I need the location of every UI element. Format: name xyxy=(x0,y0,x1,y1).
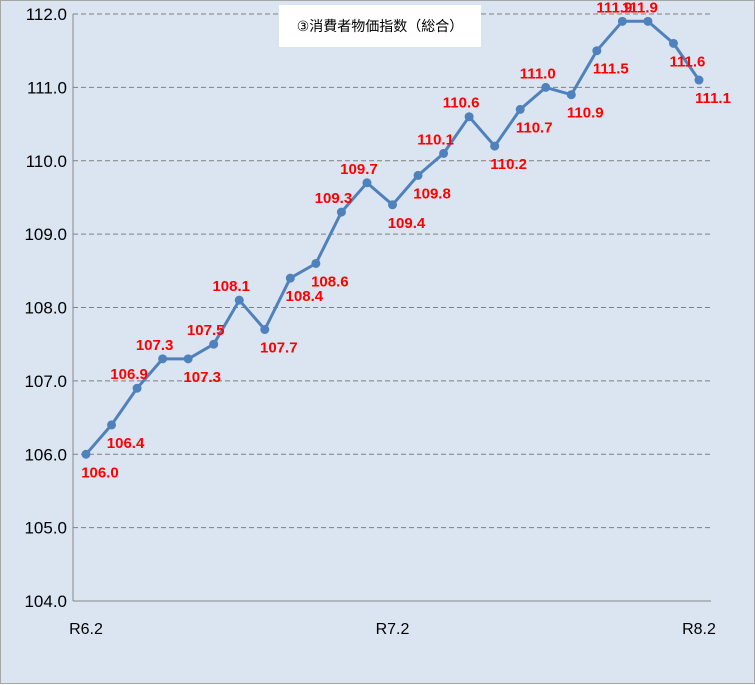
data-label: 109.4 xyxy=(388,215,426,232)
data-label: 110.1 xyxy=(417,131,454,148)
data-point xyxy=(643,16,653,26)
data-label: 110.9 xyxy=(567,105,604,122)
data-label: 111.5 xyxy=(593,61,629,78)
data-point xyxy=(183,354,193,364)
data-point xyxy=(694,75,704,85)
y-tick-label: 106.0 xyxy=(24,445,67,464)
data-point xyxy=(617,16,627,26)
y-tick-label: 111.0 xyxy=(27,78,67,97)
data-label: 110.6 xyxy=(443,95,480,112)
data-point xyxy=(541,82,551,92)
data-label: 106.9 xyxy=(110,366,148,383)
data-label: 107.7 xyxy=(260,340,298,357)
data-point xyxy=(336,207,346,217)
data-point xyxy=(107,420,117,430)
legend-label: ③消費者物価指数（総合） xyxy=(296,19,464,35)
data-point xyxy=(81,449,91,459)
data-point xyxy=(362,178,372,188)
data-label: 110.7 xyxy=(516,119,553,136)
x-tick-label: R6.2 xyxy=(69,621,103,638)
x-tick-label: R7.2 xyxy=(376,621,410,638)
data-point xyxy=(413,170,423,180)
data-point xyxy=(311,258,321,268)
data-point xyxy=(132,383,142,393)
x-tick-label: R8.2 xyxy=(682,621,716,638)
y-tick-label: 109.0 xyxy=(24,225,67,244)
data-label: 111.9 xyxy=(596,1,632,16)
data-point xyxy=(209,339,219,349)
data-label: 111.9 xyxy=(622,1,658,16)
data-point xyxy=(158,354,168,364)
y-tick-label: 105.0 xyxy=(24,519,67,538)
data-label: 106.0 xyxy=(81,464,119,481)
data-point xyxy=(592,46,602,56)
y-tick-label: 107.0 xyxy=(24,372,67,391)
data-label: 111.1 xyxy=(695,90,731,107)
data-label: 107.5 xyxy=(187,322,225,339)
y-tick-label: 110.0 xyxy=(26,152,67,171)
data-label: 109.8 xyxy=(413,185,451,202)
data-point xyxy=(566,90,576,100)
data-point xyxy=(439,148,449,158)
data-point xyxy=(285,273,295,283)
legend: ③消費者物価指数（総合） xyxy=(279,5,481,47)
data-point xyxy=(490,141,500,151)
data-point xyxy=(260,325,270,335)
data-label: 107.3 xyxy=(136,337,174,354)
data-label: 108.4 xyxy=(286,288,324,305)
data-point xyxy=(388,200,397,210)
data-point xyxy=(515,104,525,114)
series-line xyxy=(84,19,701,456)
data-label: 107.3 xyxy=(183,369,221,386)
data-label: 109.3 xyxy=(315,190,353,207)
y-tick-label: 104.0 xyxy=(24,592,67,611)
data-point xyxy=(464,112,474,122)
data-label: 111.6 xyxy=(670,53,706,70)
y-tick-label: 112.0 xyxy=(26,5,67,24)
data-label: 109.7 xyxy=(340,161,378,178)
data-label: 108.6 xyxy=(311,273,349,290)
data-label: 111.0 xyxy=(520,65,556,82)
y-tick-label: 108.0 xyxy=(24,299,67,318)
data-point xyxy=(668,38,678,48)
data-label: 110.2 xyxy=(490,156,527,173)
data-point xyxy=(234,295,244,305)
data-label: 106.4 xyxy=(107,435,145,452)
data-label: 108.1 xyxy=(212,278,250,295)
